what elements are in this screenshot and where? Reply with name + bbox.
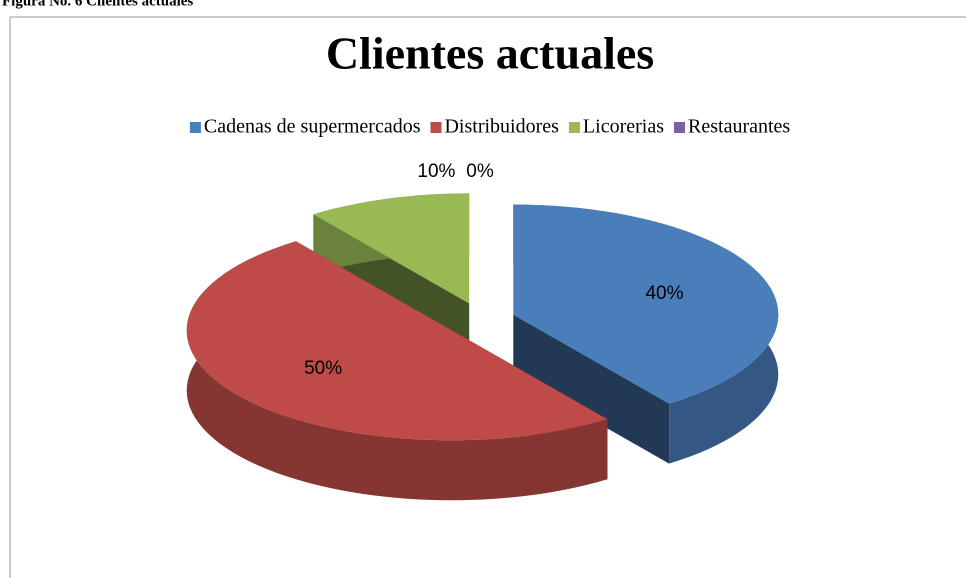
legend-label: Cadenas de supermercados (204, 116, 421, 138)
slice (313, 193, 470, 364)
slice (186, 241, 608, 501)
caption: Figura No. 6 Clientes actuales (2, 0, 193, 9)
data-label: 50% (304, 358, 342, 379)
legend-swatch (568, 122, 580, 133)
slice-top (186, 241, 608, 441)
slice-top (513, 204, 779, 404)
legend-label: Restaurantes (688, 116, 790, 138)
legend-label: Distribuidores (444, 116, 559, 138)
data-label: 40% (645, 283, 683, 304)
slice (513, 204, 779, 464)
slice-side (186, 241, 608, 501)
chart-title: Clientes actuales (326, 28, 654, 79)
legend-swatch (674, 122, 686, 133)
legend-swatch (189, 122, 201, 133)
legend-label: Licorerias (583, 116, 664, 138)
legend-swatch (430, 122, 442, 133)
data-label: 10% (417, 161, 455, 182)
data-label: 0% (466, 161, 494, 182)
slice-wall (513, 314, 670, 464)
slice-top (313, 193, 470, 304)
legend: Cadenas de supermercados Distribuidores Li… (189, 116, 790, 138)
